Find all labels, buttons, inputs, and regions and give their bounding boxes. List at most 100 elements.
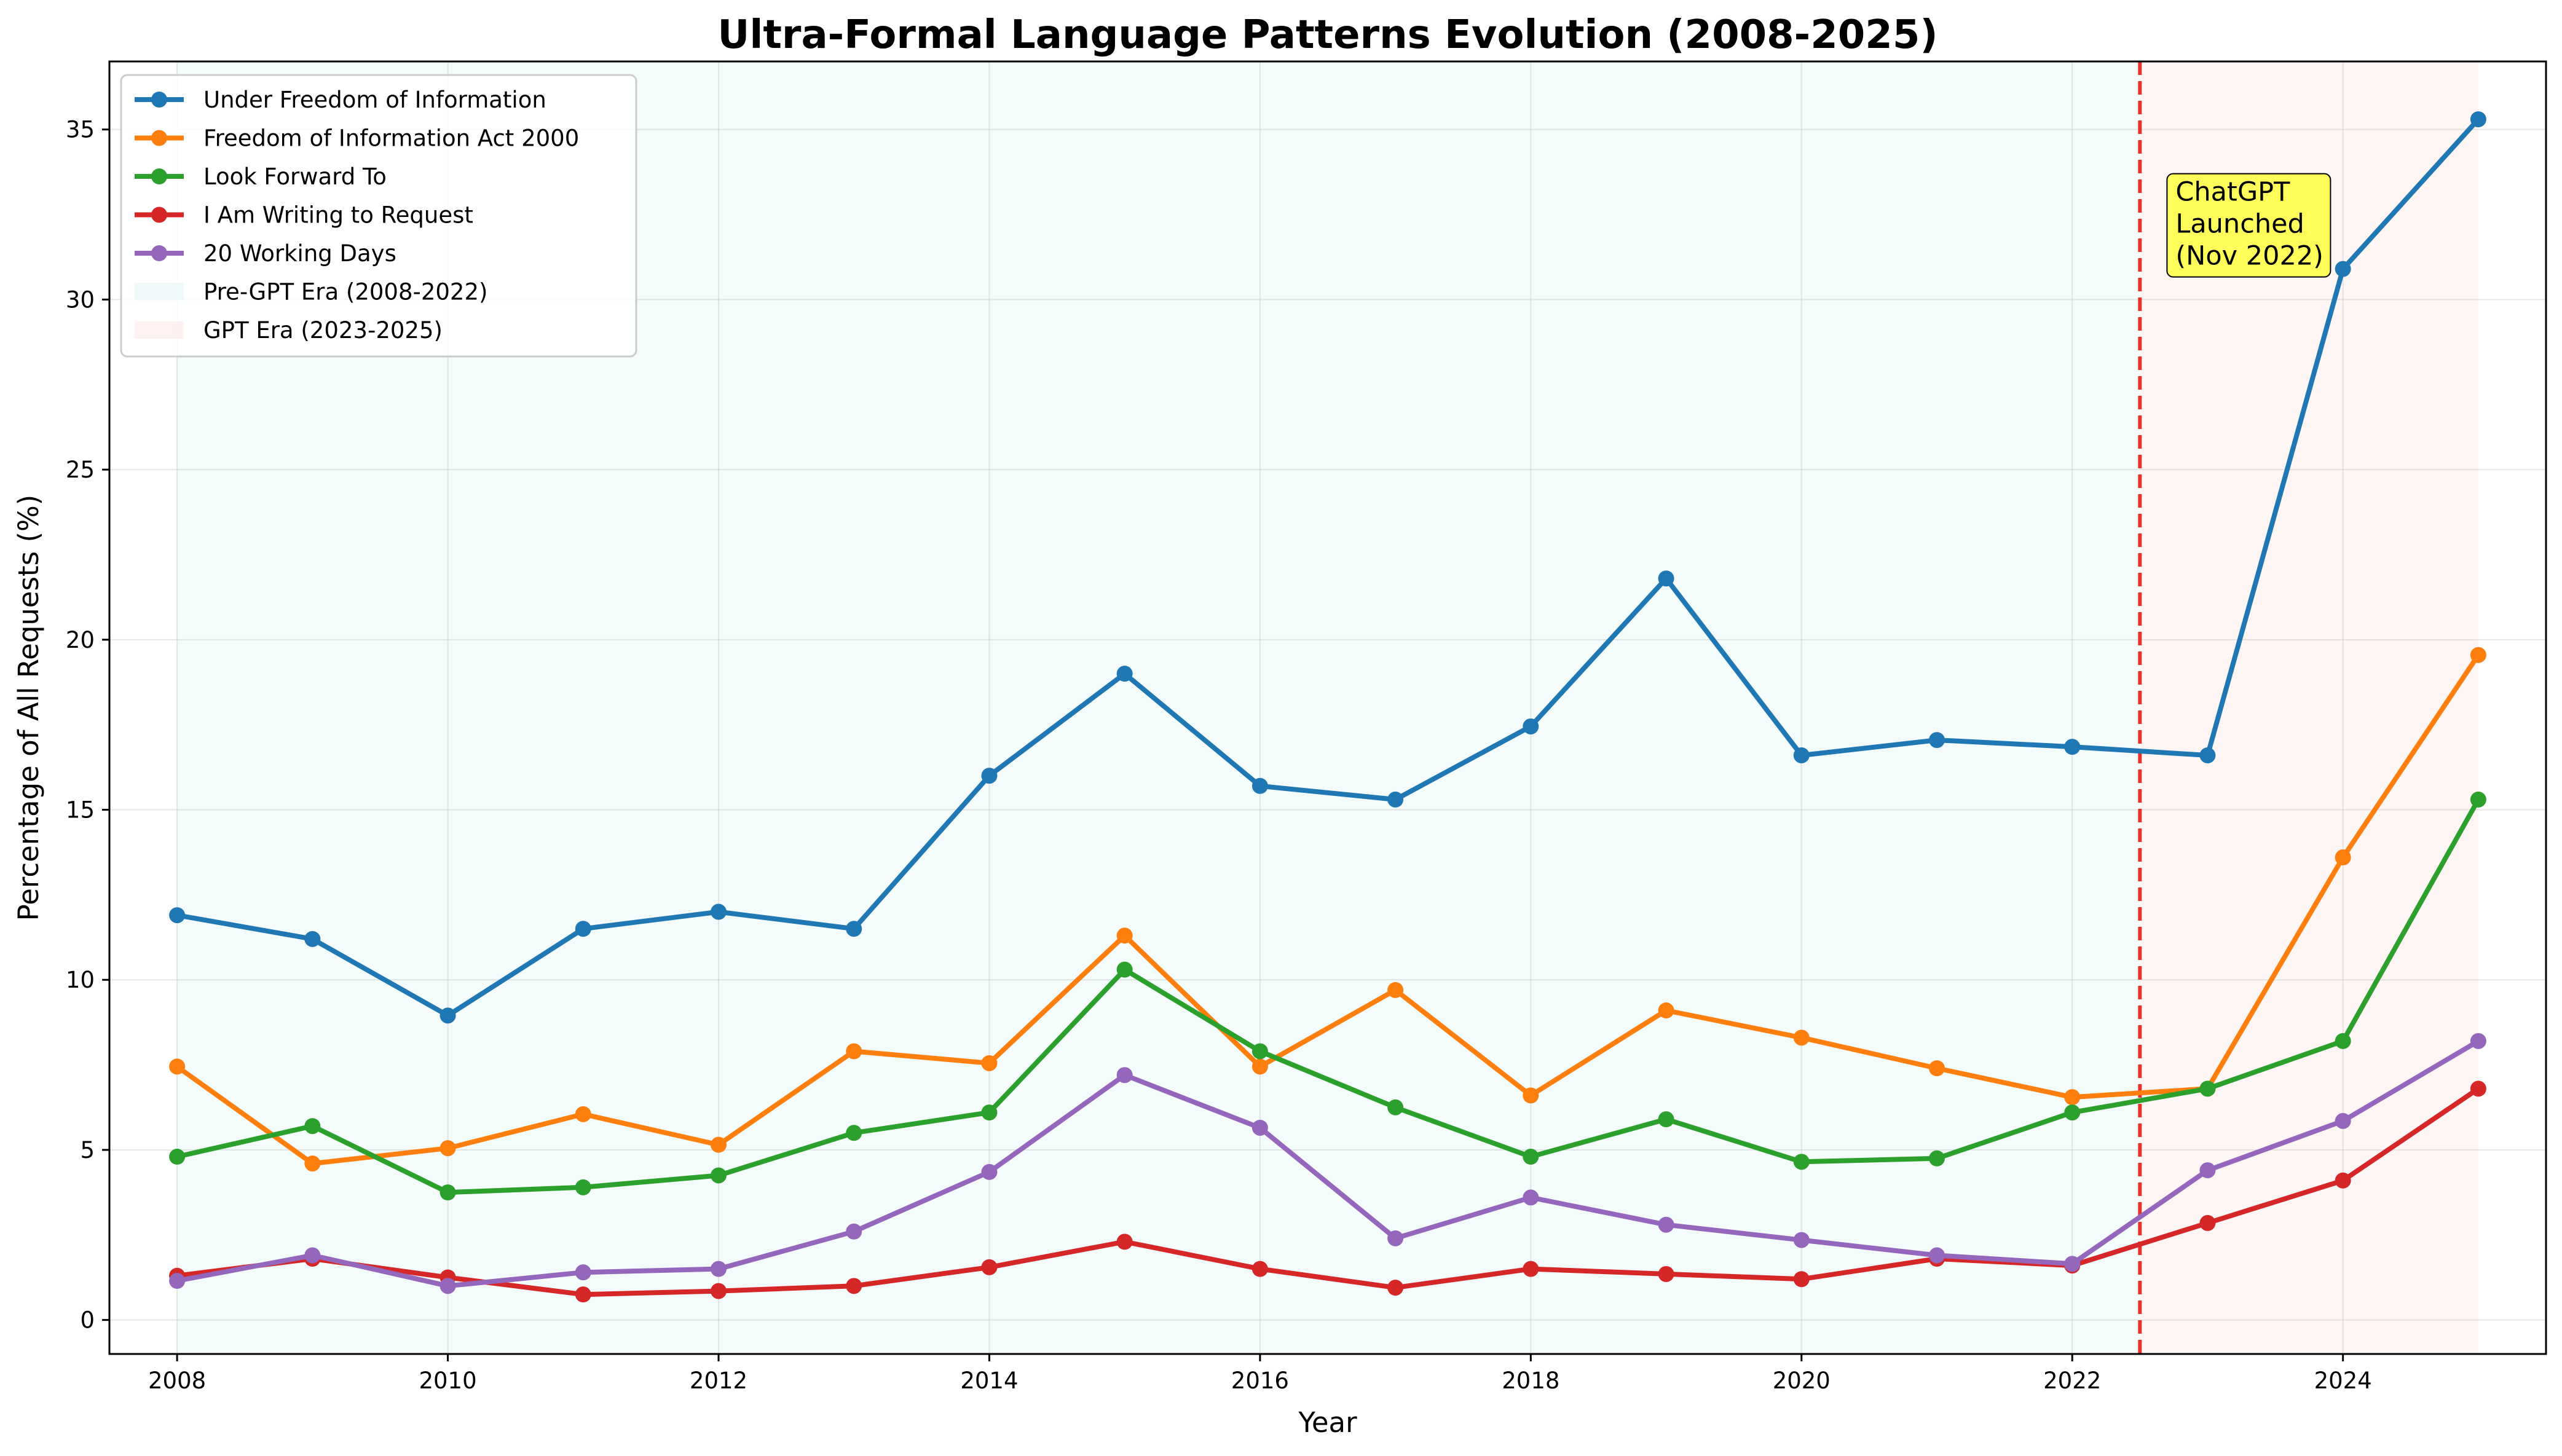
data-point: [1387, 1230, 1404, 1246]
data-point: [846, 1223, 862, 1240]
data-point: [1658, 1265, 1674, 1282]
legend-label: I Am Writing to Request: [203, 202, 473, 229]
data-point: [846, 921, 862, 937]
data-point: [304, 1247, 321, 1264]
data-point: [575, 1106, 591, 1122]
data-point: [439, 1278, 456, 1294]
data-point: [2199, 1214, 2216, 1231]
data-point: [304, 931, 321, 947]
series-line: [175, 1086, 2481, 1297]
data-point: [1116, 1067, 1133, 1084]
data-point: [1251, 1261, 1268, 1277]
data-point: [1929, 732, 1945, 749]
data-point: [2335, 1033, 2351, 1049]
data-point: [711, 1136, 727, 1153]
series-line: [175, 652, 2481, 1167]
legend-swatch-marker: [151, 92, 167, 108]
annotation-text: Launched: [2175, 209, 2304, 240]
x-tick-label: 2012: [690, 1367, 747, 1394]
data-point: [169, 1149, 186, 1165]
data-point: [1116, 1234, 1133, 1250]
y-axis-label: Percentage of All Requests (%): [12, 495, 45, 921]
data-point: [1523, 1189, 1539, 1206]
data-point: [846, 1125, 862, 1141]
legend: Under Freedom of Information Freedom of I…: [120, 74, 637, 358]
data-point: [1387, 791, 1404, 808]
legend-item: 20 Working Days: [135, 240, 396, 267]
legend-swatch-marker: [151, 245, 167, 261]
data-point: [981, 768, 998, 784]
data-point: [2470, 111, 2486, 128]
data-point: [1929, 1060, 1945, 1077]
data-point: [981, 1104, 998, 1121]
data-point: [439, 1184, 456, 1201]
data-point: [1658, 1216, 1674, 1233]
series-line: [175, 797, 2481, 1195]
y-tick-label: 30: [66, 286, 95, 313]
legend-swatch-patch: [135, 321, 184, 339]
data-point: [2199, 1080, 2216, 1097]
legend-label: Freedom of Information Act 2000: [203, 125, 579, 152]
data-point: [1251, 1043, 1268, 1060]
legend-item: Pre-GPT Era (2008-2022): [135, 279, 487, 305]
data-point: [711, 1283, 727, 1299]
data-point: [2199, 1162, 2216, 1179]
data-point: [2335, 1172, 2351, 1189]
data-point: [1793, 1154, 1810, 1170]
y-tick-label: 25: [66, 457, 95, 483]
x-axis-label: Year: [1298, 1406, 1357, 1439]
legend-label: Under Freedom of Information: [203, 87, 546, 113]
data-point: [1116, 961, 1133, 978]
series-line: [175, 117, 2481, 1018]
y-tick-label: 5: [80, 1137, 95, 1163]
legend-label: Pre-GPT Era (2008-2022): [203, 279, 487, 305]
data-point: [1251, 1119, 1268, 1136]
legend-label: Look Forward To: [203, 163, 387, 190]
series-line: [175, 1038, 2481, 1289]
legend-label: GPT Era (2023-2025): [203, 317, 443, 344]
legend-swatch-marker: [151, 168, 167, 184]
legend-label: 20 Working Days: [203, 240, 396, 267]
series-0: [169, 111, 2486, 1024]
legend-swatch-marker: [151, 207, 167, 223]
data-point: [169, 907, 186, 924]
data-point: [1523, 718, 1539, 734]
data-point: [1523, 1149, 1539, 1165]
plot-frame: [108, 60, 2547, 1355]
data-point: [1523, 1087, 1539, 1104]
data-point: [846, 1278, 862, 1294]
data-point: [2470, 791, 2486, 808]
y-tick-label: 10: [66, 967, 95, 993]
data-point: [2335, 1112, 2351, 1129]
data-point: [1658, 1002, 1674, 1019]
x-tick-label: 2016: [1231, 1367, 1289, 1394]
y-tick-label: 35: [66, 117, 95, 143]
data-point: [2064, 1256, 2081, 1272]
data-point: [2064, 1104, 2081, 1121]
axis-ticks: 2008 2010 2012 2014 2016 2018 2020 2022 2024 0 5 10…: [66, 117, 2372, 1394]
data-point: [1793, 1029, 1810, 1046]
data-point: [981, 1055, 998, 1071]
annotation-text: ChatGPT: [2175, 177, 2290, 208]
data-point: [1793, 747, 1810, 763]
legend-item: Freedom of Information Act 2000: [135, 125, 579, 152]
data-point: [2064, 739, 2081, 755]
data-point: [2470, 1033, 2486, 1049]
legend-swatch-marker: [151, 130, 167, 146]
x-tick-label: 2018: [1502, 1367, 1559, 1394]
data-point: [1793, 1271, 1810, 1288]
data-point: [2470, 647, 2486, 663]
x-tick-label: 2020: [1773, 1367, 1831, 1394]
data-point: [575, 921, 591, 937]
legend-item: GPT Era (2023-2025): [135, 317, 443, 344]
data-point: [439, 1140, 456, 1157]
data-point: [846, 1043, 862, 1060]
data-point: [439, 1007, 456, 1024]
data-point: [1116, 927, 1133, 944]
x-tick-label: 2008: [148, 1367, 206, 1394]
data-point: [2199, 747, 2216, 763]
legend-box: [120, 74, 637, 358]
data-point: [1523, 1261, 1539, 1277]
